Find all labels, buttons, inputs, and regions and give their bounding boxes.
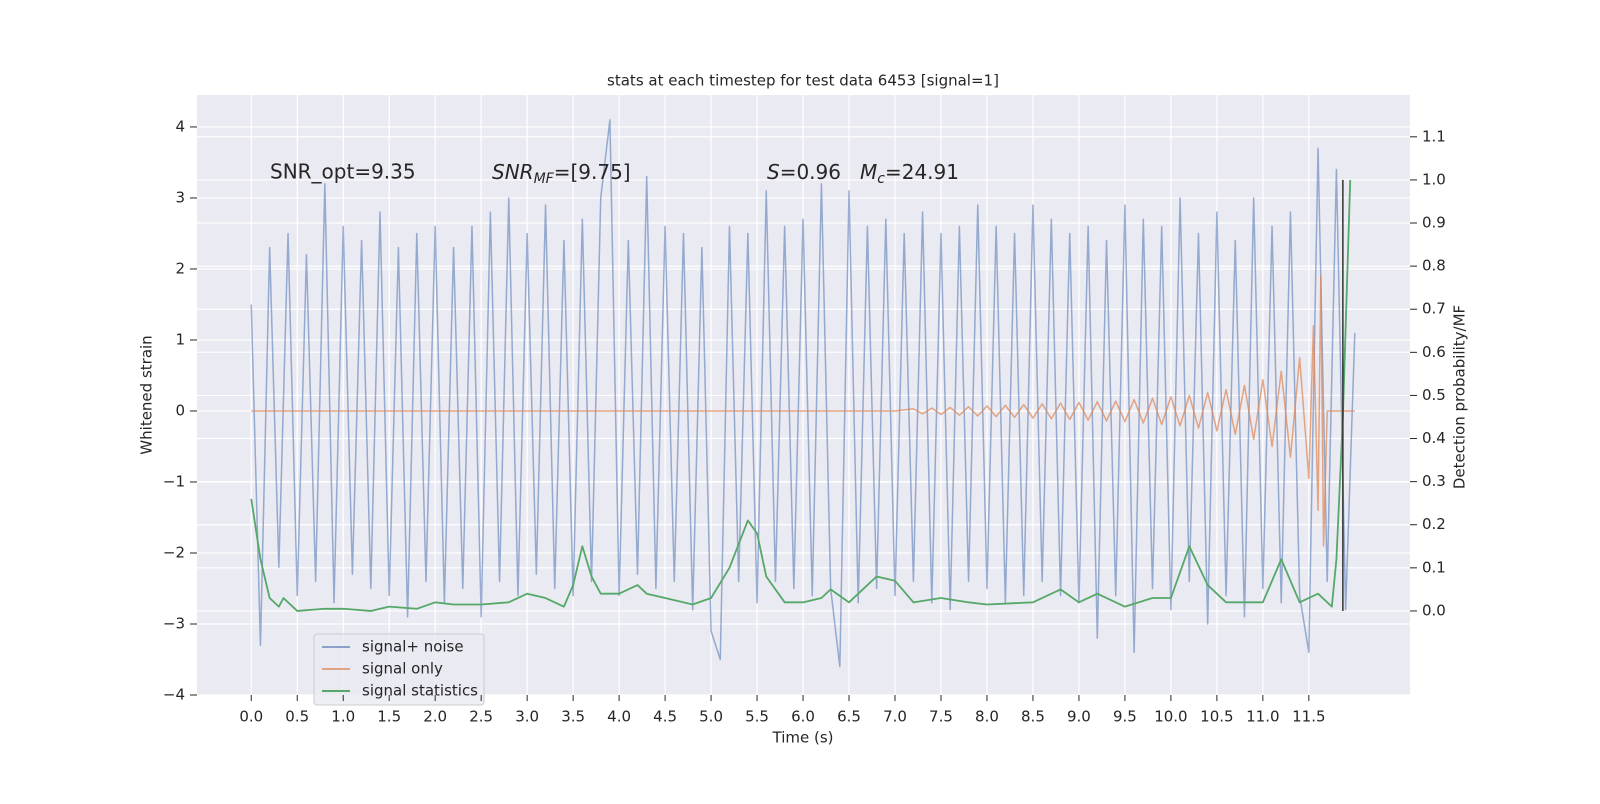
annotations: SNR_opt=9.35 SNRMF=[9.75] S=0.96 Mc=24.91	[270, 160, 959, 188]
annotation-base: SNR	[492, 160, 534, 184]
annotation-rest: =[9.75]	[554, 160, 631, 184]
x-tick-label: 1.5	[377, 708, 401, 726]
x-tick-label: 2.0	[423, 708, 447, 726]
annotation: SNR_opt=9.35	[270, 160, 416, 184]
annotation-sub: c	[877, 171, 885, 187]
y2-tick-label: 0.7	[1422, 300, 1446, 318]
x-tick-label: 11.0	[1246, 708, 1279, 726]
y2-tick-label: 0.9	[1422, 214, 1446, 232]
y2-tick-label: 1.0	[1422, 170, 1446, 188]
x-tick-label: 10.0	[1154, 708, 1187, 726]
y2-tick-label: 0.6	[1422, 343, 1446, 361]
x-tick-label: 6.0	[791, 708, 815, 726]
x-tick-label: 4.0	[607, 708, 631, 726]
grid	[197, 95, 1410, 696]
annotation: S=0.96	[767, 160, 841, 184]
x-tick-label: 8.0	[975, 708, 999, 726]
y-tick-label: 2	[175, 259, 185, 277]
y2-tick-label: 0.8	[1422, 257, 1446, 275]
series-line	[250, 179, 1352, 612]
x-tick-label: 1.0	[331, 708, 355, 726]
y-tick-label: 3	[175, 188, 185, 206]
x-tick-label: 7.5	[929, 708, 953, 726]
legend-label: signal statistics	[362, 682, 478, 700]
legend-label: signal+ noise	[362, 638, 464, 656]
series-line	[250, 119, 1356, 668]
legend-box	[313, 633, 485, 706]
legend-label: signal only	[362, 660, 443, 678]
y-tick-label: 4	[175, 117, 185, 135]
y-axis-label: Whitened strain	[138, 335, 156, 454]
x-tick-label: 3.5	[561, 708, 585, 726]
y-tick-label: 0	[175, 401, 185, 419]
y2-axis-label: Detection probability/MF	[1451, 305, 1469, 489]
x-tick-label: 8.5	[1021, 708, 1045, 726]
x-tick-label: 5.5	[745, 708, 769, 726]
x-tick-label: 0.0	[239, 708, 263, 726]
annotation-sub: MF	[534, 171, 555, 187]
x-tick-label: 11.5	[1292, 708, 1325, 726]
x-tick-label: 7.0	[883, 708, 907, 726]
x-tick-label: 2.5	[469, 708, 493, 726]
y2-tick-label: 0.3	[1422, 472, 1446, 490]
y-tick-label: 1	[175, 330, 185, 348]
y2-tick-label: 0.5	[1422, 386, 1446, 404]
legend: signal+ noise signal only signal statistic…	[313, 633, 485, 706]
x-tick-label: 3.0	[515, 708, 539, 726]
annotation: Mc=24.91	[860, 160, 959, 188]
y2-tick-label: 1.1	[1422, 127, 1446, 145]
y2-tick-label: 0.1	[1422, 558, 1446, 576]
x-tick-label: 0.5	[285, 708, 309, 726]
y-tick-label: −3	[163, 614, 185, 632]
x-tick-label: 4.5	[653, 708, 677, 726]
marks	[250, 119, 1356, 668]
annotation-base: M	[860, 160, 877, 184]
x-axis-label: Time (s)	[772, 729, 834, 747]
chart-title: stats at each timestep for test data 645…	[607, 72, 999, 90]
x-tick-label: 5.0	[699, 708, 723, 726]
y2-tick-label: 0.4	[1422, 429, 1446, 447]
x-tick-label: 10.5	[1200, 708, 1233, 726]
y2-tick-label: 0.0	[1422, 601, 1446, 619]
x-tick-label: 9.5	[1113, 708, 1137, 726]
annotation-base: S	[767, 160, 780, 184]
x-tick-label: 6.5	[837, 708, 861, 726]
x-tick-label: 9.0	[1067, 708, 1091, 726]
y-tick-label: −4	[163, 686, 185, 704]
annotation-rest: =24.91	[885, 160, 959, 184]
annotation: SNRMF=[9.75]	[492, 160, 631, 188]
annotation-rest: =0.96	[780, 160, 841, 184]
y2-tick-label: 0.2	[1422, 515, 1446, 533]
y-tick-label: −2	[163, 543, 185, 561]
y-tick-label: −1	[163, 472, 185, 490]
series-line	[251, 275, 1355, 547]
